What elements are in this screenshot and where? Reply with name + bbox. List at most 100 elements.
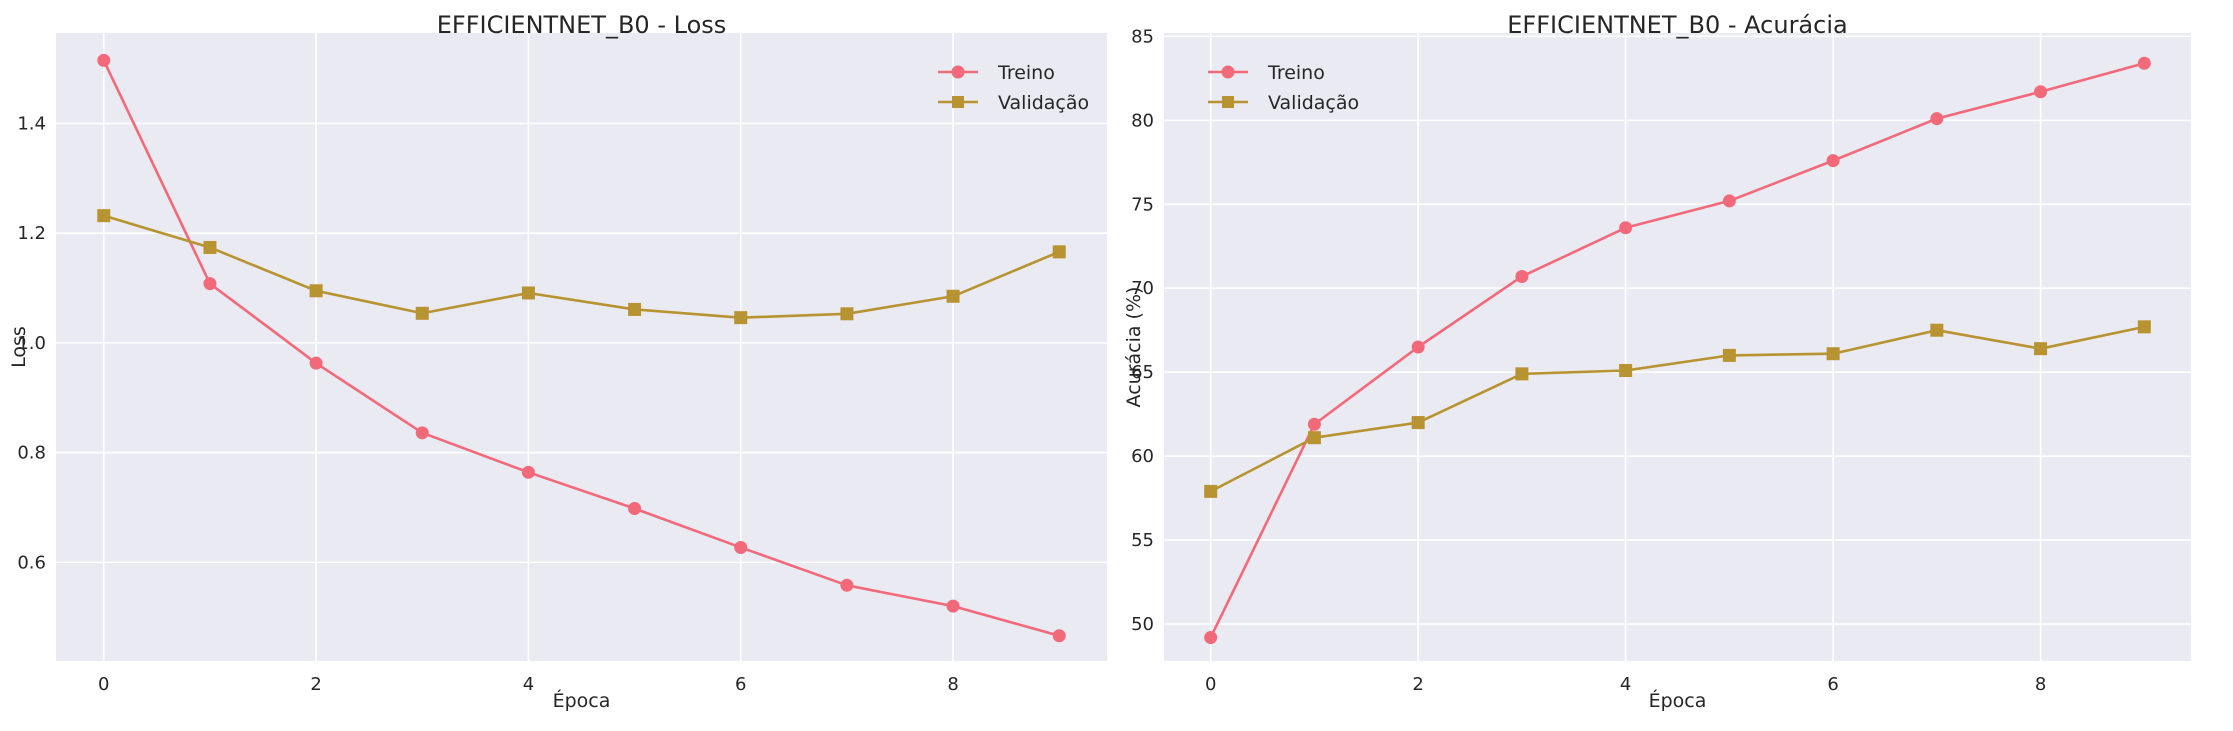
loss-y-tick-label: 1.2 [17,223,46,244]
loss-point-validacao [734,311,748,325]
accuracy-y-tick-label: 80 [1131,110,1154,131]
accuracy-point-treino [2034,85,2048,99]
accuracy-line-validacao [1210,325,2145,493]
chart-accuracy: 0 2 4 6 8 50 55 60 65 70 75 80 85 EFFICIENTNET_B0 -… [1123,11,2191,712]
accuracy-x-tick-label: 4 [1620,674,1631,695]
accuracy-x-ticks: 0 2 4 6 8 [1205,674,2046,695]
legend-marker-circle [951,65,965,79]
accuracy-y-tick-label: 65 [1131,362,1154,383]
loss-x-ticks: 0 2 4 6 8 [98,674,959,695]
accuracy-point-validacao [1411,416,1425,430]
accuracy-point-treino [1930,112,1944,126]
loss-point-treino [203,277,217,291]
accuracy-point-validacao [1515,367,1529,381]
loss-y-tick-label: 1.0 [17,333,46,354]
loss-point-validacao [415,306,429,320]
loss-point-validacao [97,209,111,223]
loss-x-tick-label: 0 [98,674,109,695]
loss-point-treino [734,540,748,554]
loss-legend: Treino Validação [938,62,1089,114]
loss-point-validacao [840,307,854,321]
accuracy-point-validacao [2137,320,2151,334]
accuracy-y-axis-label: Acurácia (%) [1123,287,1145,408]
loss-plot-area [56,33,1107,661]
accuracy-point-treino [1619,221,1633,235]
legend-marker-square [952,96,964,108]
accuracy-y-tick-label: 85 [1131,26,1154,47]
accuracy-y-tick-label: 55 [1131,530,1154,551]
legend-label-treino: Treino [1267,62,1325,84]
loss-series-validacao [97,209,1066,325]
loss-point-treino [415,426,429,440]
loss-y-tick-label: 0.8 [17,443,46,464]
loss-point-treino [309,356,323,370]
legend-label-validacao: Validação [1268,92,1359,114]
accuracy-point-treino [1515,269,1529,283]
accuracy-x-axis-label: Época [1649,689,1707,712]
loss-point-validacao [628,302,642,316]
accuracy-point-treino [1307,417,1321,431]
accuracy-y-ticks: 50 55 60 65 70 75 80 85 [1131,26,1154,635]
accuracy-y-tick-label: 70 [1131,278,1154,299]
legend-item-validacao: Validação [1208,92,1359,114]
loss-point-validacao [203,240,217,254]
loss-point-validacao [946,289,960,303]
accuracy-point-validacao [1307,431,1321,445]
loss-point-validacao [1052,245,1066,259]
accuracy-point-validacao [1826,347,1840,361]
loss-y-ticks: 0.6 0.8 1.0 1.2 1.4 [17,113,46,573]
accuracy-series-validacao [1204,320,2151,498]
accuracy-series [1204,56,2151,644]
loss-point-validacao [309,284,323,298]
accuracy-y-tick-label: 75 [1131,194,1154,215]
loss-point-treino [946,599,960,613]
accuracy-point-validacao [1930,323,1944,337]
accuracy-plot-area [1164,33,2191,661]
loss-x-tick-label: 2 [310,674,321,695]
loss-x-tick-label: 6 [735,674,746,695]
legend-label-validacao: Validação [998,92,1089,114]
loss-series-treino [97,53,1066,643]
accuracy-legend: Treino Validação [1208,62,1359,114]
accuracy-y-tick-label: 60 [1131,446,1154,467]
accuracy-x-tick-label: 8 [2035,674,2046,695]
loss-y-tick-label: 1.4 [17,113,46,134]
loss-line-treino [102,59,1060,638]
legend-marker-square [1222,96,1234,108]
accuracy-chart-title: EFFICIENTNET_B0 - Acurácia [1507,11,1847,39]
accuracy-x-tick-label: 2 [1412,674,1423,695]
accuracy-point-validacao [1204,484,1218,498]
legend-label-treino: Treino [997,62,1055,84]
loss-chart-title: EFFICIENTNET_B0 - Loss [437,11,727,39]
loss-point-treino [97,53,111,67]
loss-x-tick-label: 4 [523,674,534,695]
chart-loss: 0 2 4 6 8 0.6 0.8 1.0 1.2 1.4 EFFICIENTNET_B0 - … [8,11,1107,712]
loss-x-tick-label: 8 [947,674,958,695]
loss-point-treino [840,578,854,592]
loss-y-axis-label: Loss [8,326,30,368]
accuracy-point-validacao [1722,348,1736,362]
loss-x-axis-label: Época [553,689,611,712]
loss-series [97,53,1066,643]
loss-point-validacao [521,286,535,300]
loss-point-treino [628,502,642,516]
accuracy-y-tick-label: 50 [1131,614,1154,635]
accuracy-point-validacao [1619,364,1633,378]
accuracy-x-tick-label: 0 [1205,674,1216,695]
accuracy-point-treino [1204,630,1218,644]
accuracy-x-tick-label: 6 [1827,674,1838,695]
accuracy-point-validacao [2034,342,2048,356]
legend-item-validacao: Validação [938,92,1089,114]
accuracy-series-treino [1204,56,2151,644]
legend-item-treino: Treino [1208,62,1325,84]
loss-line-validacao [103,214,1060,319]
accuracy-point-treino [1826,154,1840,168]
accuracy-line-treino [1209,61,2145,639]
legend-marker-circle [1221,65,1235,79]
loss-grid [56,33,1107,661]
legend-item-treino: Treino [938,62,1055,84]
loss-y-tick-label: 0.6 [17,552,46,573]
loss-point-treino [1052,629,1066,643]
accuracy-point-treino [1722,194,1736,208]
